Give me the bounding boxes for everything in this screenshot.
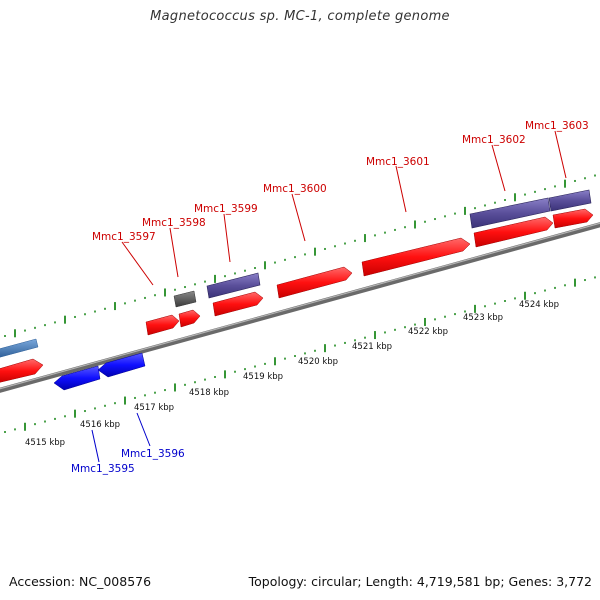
forward-cds-track: [0, 208, 594, 383]
gene-labels-reverse: Mmc1_3595 Mmc1_3596: [71, 448, 185, 475]
gene-label[interactable]: Mmc1_3603: [525, 120, 589, 132]
scale-labels: 4515 kbp 4516 kbp 4517 kbp 4518 kbp 4519…: [25, 300, 559, 448]
map-title: Magnetococcus sp. MC-1, complete genome: [150, 9, 450, 24]
gene-label[interactable]: Mmc1_3600: [263, 183, 327, 195]
feature-track-outer: [0, 189, 592, 358]
scale-label: 4522 kbp: [408, 327, 448, 337]
scale-label: 4521 kbp: [352, 342, 392, 352]
scale-label: 4524 kbp: [519, 300, 559, 310]
scale-label: 4523 kbp: [463, 313, 503, 323]
forward-cds-arrow[interactable]: [0, 358, 44, 383]
gene-label[interactable]: Mmc1_3596: [121, 448, 185, 460]
gene-label[interactable]: Mmc1_3601: [366, 156, 430, 168]
genome-backbone: [0, 222, 600, 393]
gene-label[interactable]: Mmc1_3598: [142, 217, 206, 229]
genome-summary-text: Topology: circular; Length: 4,719,581 bp…: [248, 574, 592, 589]
scale-label: 4518 kbp: [189, 388, 229, 398]
feature-steelblue[interactable]: [0, 338, 39, 358]
gene-labels-forward: Mmc1_3597 Mmc1_3598 Mmc1_3599 Mmc1_3600 …: [92, 120, 589, 243]
reverse-cds-track: [53, 352, 146, 391]
forward-cds-arrow[interactable]: [473, 216, 554, 248]
reverse-tick-track: [4, 276, 596, 433]
feature-purple[interactable]: [469, 197, 551, 229]
scale-label: 4520 kbp: [298, 357, 338, 367]
label-callouts: [91, 130, 567, 463]
scale-label: 4515 kbp: [25, 438, 65, 448]
gene-label[interactable]: Mmc1_3602: [462, 134, 526, 146]
gene-label[interactable]: Mmc1_3597: [92, 231, 156, 243]
feature-purple[interactable]: [548, 189, 592, 212]
gene-label[interactable]: Mmc1_3599: [194, 203, 258, 215]
feature-purple[interactable]: [206, 272, 261, 299]
forward-cds-arrow[interactable]: [361, 237, 471, 277]
forward-cds-arrow[interactable]: [178, 309, 201, 328]
reverse-cds-arrow[interactable]: [97, 352, 146, 378]
scale-label: 4519 kbp: [243, 372, 283, 382]
forward-cds-arrow[interactable]: [552, 208, 594, 229]
gene-label[interactable]: Mmc1_3595: [71, 463, 135, 475]
forward-cds-arrow[interactable]: [276, 266, 353, 299]
scale-label: 4516 kbp: [80, 420, 120, 430]
scale-label: 4517 kbp: [134, 403, 174, 413]
forward-cds-arrow[interactable]: [145, 314, 180, 336]
reverse-cds-arrow[interactable]: [53, 365, 101, 391]
forward-tick-track: [4, 174, 596, 338]
feature-gray[interactable]: [173, 290, 197, 308]
accession-text: Accession: NC_008576: [9, 574, 152, 589]
forward-cds-arrow[interactable]: [212, 291, 264, 317]
